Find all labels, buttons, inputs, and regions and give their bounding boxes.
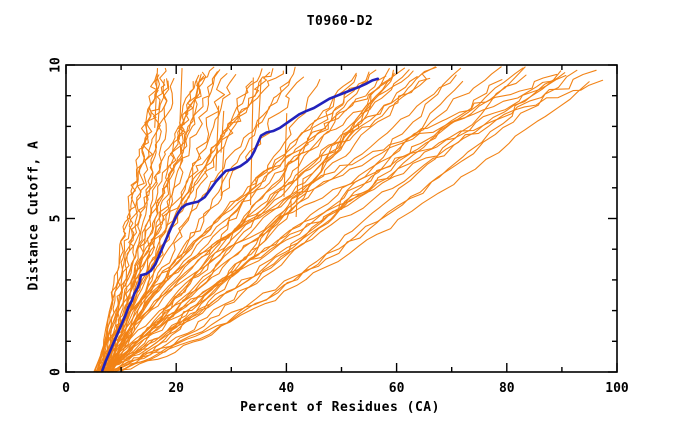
highlight-curve xyxy=(101,77,380,372)
background-curve xyxy=(93,70,562,373)
background-curve xyxy=(105,73,228,373)
background-curve xyxy=(94,72,357,373)
background-curve xyxy=(109,73,558,373)
background-curve xyxy=(97,67,462,373)
background-curve xyxy=(95,66,437,373)
x-tick-label: 80 xyxy=(499,381,515,396)
background-curve xyxy=(111,70,414,373)
x-tick-label: 100 xyxy=(605,381,629,396)
x-tick-label: 40 xyxy=(279,381,295,396)
background-curve xyxy=(97,80,199,373)
page-title: T0960-D2 xyxy=(306,14,374,29)
y-tick-label: 0 xyxy=(49,368,64,376)
x-tick-label: 60 xyxy=(389,381,405,396)
background-curve xyxy=(104,66,296,373)
background-curve xyxy=(102,78,169,373)
background-curve xyxy=(96,69,410,373)
plot-layer: 0 20 40 60 80 100 0 5 10 xyxy=(49,57,629,396)
x-axis-label: Percent of Residues (CA) xyxy=(240,400,440,415)
background-curve xyxy=(220,147,225,197)
background-curve xyxy=(97,69,221,373)
x-tick-label: 0 xyxy=(62,381,70,396)
background-curve xyxy=(105,81,590,373)
background-curve xyxy=(108,77,431,373)
background-curve xyxy=(283,113,288,197)
background-curve xyxy=(250,77,254,206)
background-curve xyxy=(97,77,391,373)
background-curve xyxy=(95,68,390,373)
background-curve xyxy=(98,66,502,373)
background-curve xyxy=(178,68,183,140)
background-curve xyxy=(215,105,220,171)
background-curve xyxy=(295,155,300,218)
background-curve xyxy=(95,69,578,373)
background-curve xyxy=(105,79,321,373)
background-curve xyxy=(109,76,418,373)
background-series-group xyxy=(93,66,604,373)
background-curve xyxy=(108,79,604,373)
y-tick-label: 5 xyxy=(49,215,64,223)
background-curve xyxy=(103,67,167,373)
y-tick-label: 10 xyxy=(49,57,64,73)
background-curve xyxy=(104,79,503,373)
background-curve xyxy=(220,110,225,153)
background-curve xyxy=(102,73,159,373)
background-curve xyxy=(95,67,406,373)
background-curve xyxy=(101,67,524,373)
background-curve xyxy=(95,74,457,373)
background-curve xyxy=(105,68,274,373)
background-curve xyxy=(96,74,200,373)
background-curve xyxy=(111,66,526,373)
background-curve xyxy=(106,79,165,373)
x-tick-label: 20 xyxy=(168,381,184,396)
background-curve xyxy=(100,73,237,373)
background-curve xyxy=(101,66,215,373)
background-curve xyxy=(98,74,358,373)
background-curve xyxy=(110,80,253,373)
background-curve xyxy=(108,71,370,373)
background-curve xyxy=(107,73,202,373)
background-curve xyxy=(101,74,527,373)
background-curve xyxy=(108,72,395,373)
background-curve xyxy=(257,79,262,128)
background-curve xyxy=(154,68,159,128)
